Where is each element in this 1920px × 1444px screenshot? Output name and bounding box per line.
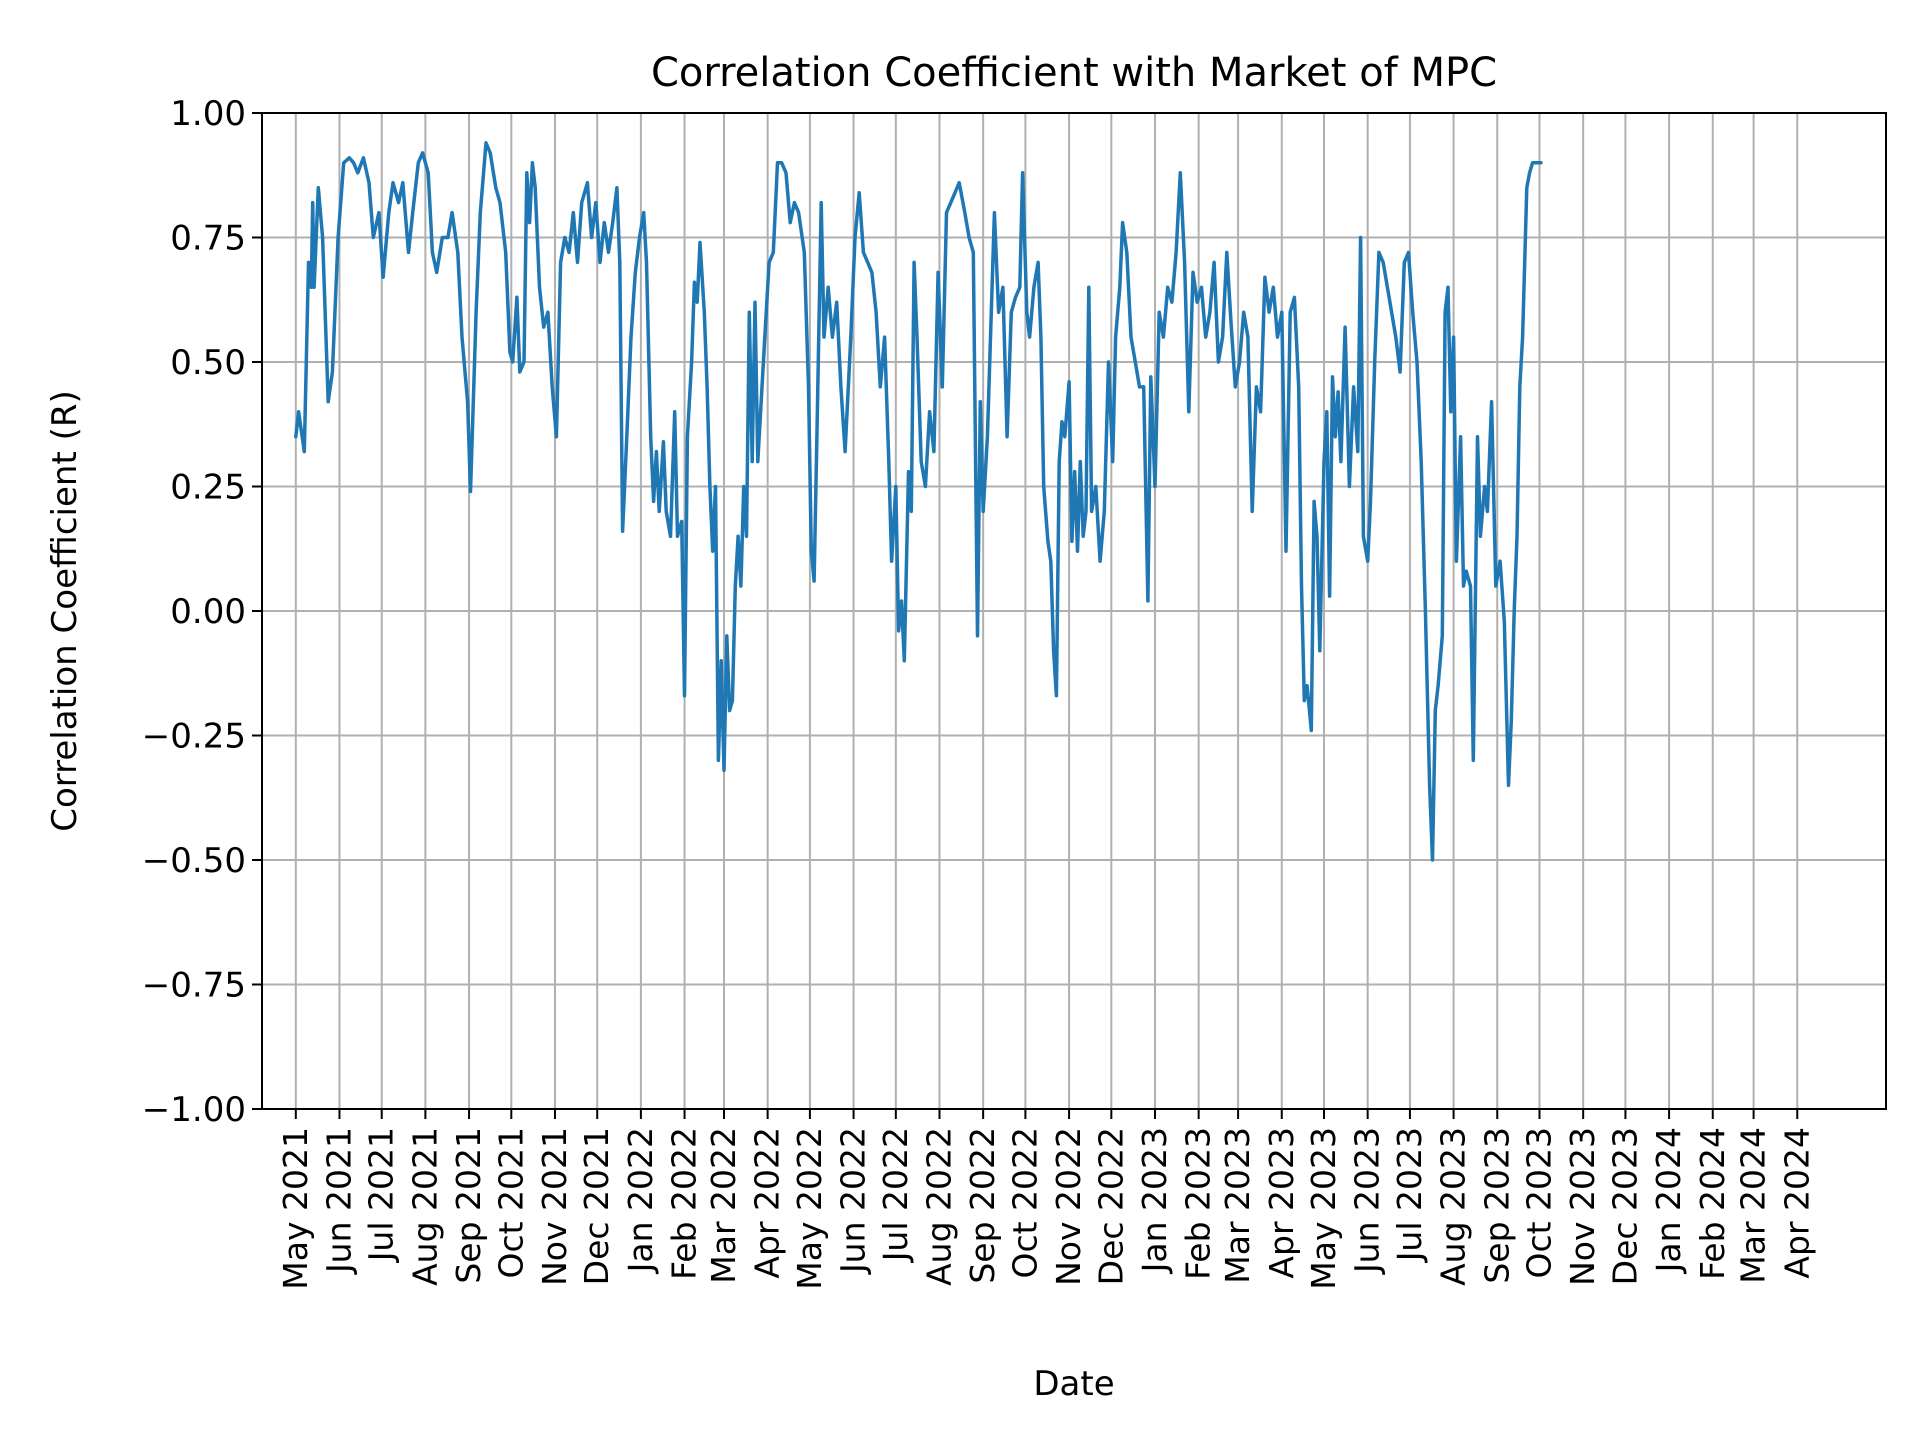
x-tick-label: Oct 2022 [1005, 1127, 1044, 1279]
x-tick-label: Mar 2023 [1218, 1127, 1257, 1284]
x-tick-label: Nov 2021 [535, 1127, 574, 1286]
series-layer [294, 141, 1543, 862]
x-tick-label: Jun 2022 [834, 1127, 873, 1275]
x-tick-label: Mar 2024 [1734, 1127, 1773, 1284]
x-tick-label: Oct 2023 [1520, 1127, 1559, 1279]
x-axis-label: Date [1033, 1364, 1114, 1404]
y-tick-label: 1.00 [170, 94, 246, 134]
x-tick-label: Feb 2023 [1179, 1127, 1218, 1280]
x-tick-label: Aug 2023 [1434, 1127, 1473, 1286]
y-tick-label: 0.75 [170, 219, 246, 259]
x-tick-label: Oct 2021 [491, 1127, 530, 1279]
x-tick-label: Dec 2023 [1605, 1127, 1644, 1285]
y-tick-label: 0.00 [170, 592, 246, 632]
y-axis-label: Correlation Coefficient (R) [45, 390, 85, 832]
x-tick-label: Jan 2022 [621, 1127, 660, 1274]
x-tick-label: Jul 2021 [362, 1127, 401, 1263]
x-tick-label: Jan 2023 [1135, 1127, 1174, 1274]
y-axis: −1.00 −0.75 −0.50 −0.25 0.00 0.25 0.50 0.75 1.00 [142, 94, 262, 1130]
y-tick-label: −0.50 [142, 841, 246, 881]
x-tick-label: Feb 2022 [665, 1127, 704, 1280]
x-tick-label: Dec 2022 [1091, 1127, 1130, 1285]
y-tick-label: −0.25 [142, 717, 246, 757]
y-tick-label: −0.75 [142, 966, 246, 1006]
x-tick-label: Jan 2024 [1649, 1127, 1688, 1274]
x-tick-label: Jul 2023 [1390, 1127, 1429, 1263]
x-tick-label: Jul 2022 [876, 1127, 915, 1263]
x-tick-label: Sep 2023 [1477, 1127, 1516, 1284]
x-tick-label: Apr 2022 [748, 1127, 787, 1279]
x-axis: May 2021 Jun 2021 Jul 2021 Aug 2021 Sep 2021… [276, 1109, 1816, 1290]
x-tick-label: Aug 2021 [405, 1127, 444, 1286]
x-tick-label: Jun 2023 [1348, 1127, 1387, 1275]
x-tick-label: Dec 2021 [577, 1127, 616, 1285]
x-tick-label: Aug 2022 [919, 1127, 958, 1286]
x-tick-label: Nov 2022 [1049, 1127, 1088, 1286]
x-tick-label: Jun 2021 [319, 1127, 358, 1275]
x-tick-label: Sep 2021 [449, 1127, 488, 1284]
x-tick-label: Apr 2023 [1262, 1127, 1301, 1279]
y-tick-label: −1.00 [142, 1090, 246, 1130]
chart-title: Correlation Coefficient with Market of M… [651, 50, 1497, 96]
x-tick-label: Nov 2023 [1563, 1127, 1602, 1286]
x-tick-label: May 2022 [790, 1127, 829, 1290]
x-tick-label: May 2021 [276, 1127, 315, 1290]
x-tick-label: Mar 2022 [704, 1127, 743, 1284]
x-tick-label: May 2023 [1304, 1127, 1343, 1290]
series-line [294, 141, 1543, 862]
x-tick-label: Feb 2024 [1693, 1127, 1732, 1280]
x-tick-label: Apr 2024 [1777, 1127, 1816, 1279]
y-tick-label: 0.25 [170, 468, 246, 508]
x-tick-label: Sep 2022 [963, 1127, 1002, 1284]
y-tick-label: 0.50 [170, 343, 246, 383]
